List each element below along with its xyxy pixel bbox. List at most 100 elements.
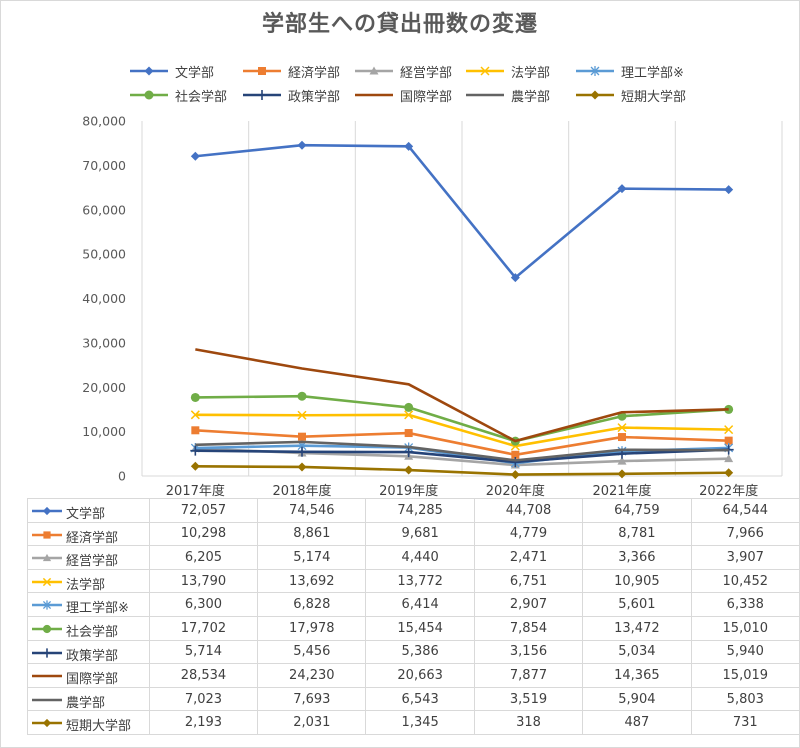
- table-cell: 13,772: [365, 568, 475, 594]
- x-tick-label: 2019年度: [379, 483, 438, 499]
- series-2: [191, 426, 733, 459]
- table-cell: 13,472: [582, 615, 692, 641]
- table-cell: 7,966: [690, 521, 800, 547]
- table-cell: 4,440: [365, 545, 475, 570]
- legend-swatch: [576, 90, 614, 100]
- legend-swatch: [466, 66, 504, 76]
- row-header: 経済学部: [27, 521, 150, 547]
- legend-label: 法学部: [511, 66, 551, 81]
- legend-label: 社会学部: [175, 90, 228, 105]
- row-swatch: [32, 624, 62, 634]
- series-7: [190, 444, 734, 467]
- table-cell: 7,023: [148, 686, 259, 712]
- table-cell: 13,790: [148, 568, 259, 594]
- row-label: 理工学部※: [66, 601, 129, 617]
- series-line: [195, 448, 729, 464]
- legend-label: 短期大学部: [621, 90, 687, 105]
- x-tick-label: 2017年度: [166, 483, 225, 499]
- y-tick-label: 50,000: [82, 247, 126, 262]
- table-cell: 2,471: [473, 545, 584, 570]
- chart-title: 学部生への貸出冊数の変遷: [261, 12, 538, 37]
- table-cell: 15,019: [690, 663, 800, 688]
- legend-label: 農学部: [511, 90, 551, 105]
- data-point: [298, 432, 306, 441]
- data-point: [297, 462, 307, 472]
- data-point: [404, 402, 414, 412]
- table-row: 短期大学部 2,193 2,031 1,345 318 487 731: [27, 710, 800, 735]
- data-point: [724, 425, 734, 435]
- legend-swatch: [130, 90, 168, 100]
- legend-swatch: [355, 66, 393, 75]
- series-line: [195, 440, 729, 462]
- row-label: 経済学部: [66, 530, 119, 546]
- table-cell: 9,681: [365, 521, 475, 547]
- table-cell: 3,519: [473, 686, 584, 712]
- table-cell: 6,300: [148, 592, 259, 617]
- table-cell: 5,456: [257, 639, 367, 665]
- table-cell: 5,386: [365, 639, 475, 665]
- table-cell: 10,905: [582, 568, 692, 594]
- table-cell: 7,877: [473, 663, 584, 688]
- series-line: [195, 348, 729, 443]
- data-point: [297, 446, 307, 457]
- legend-swatch: [355, 93, 393, 97]
- legend-label: 理工学部※: [621, 66, 684, 81]
- legend-label: 政策学部: [288, 90, 341, 105]
- table-cell: 5,174: [257, 545, 367, 570]
- table-cell: 8,781: [582, 521, 692, 547]
- data-point: [404, 410, 414, 420]
- table-row: 農学部 7,023 7,693 6,543 3,519 5,904 5,803: [27, 686, 800, 712]
- legend-swatch: [466, 93, 504, 97]
- y-tick-label: 60,000: [82, 202, 126, 217]
- series-4: [190, 410, 734, 451]
- data-point: [190, 410, 200, 420]
- data-point: [618, 433, 626, 442]
- table-cell: 1,345: [365, 710, 475, 735]
- table-row: 経済学部 10,298 8,861 9,681 4,779 8,781 7,966: [27, 521, 800, 547]
- series-line: [195, 429, 729, 457]
- table-cell: 17,978: [257, 615, 367, 641]
- table-cell: 6,205: [148, 545, 259, 570]
- x-tick-label: 2018年度: [272, 483, 331, 499]
- table-cell: 24,230: [257, 663, 367, 688]
- table-cell: 3,156: [473, 639, 584, 665]
- table-cell: 4,779: [473, 521, 584, 547]
- x-tick-label: 2022年度: [699, 483, 758, 499]
- table-cell: 15,010: [690, 615, 800, 641]
- row-header: 法学部: [27, 568, 150, 594]
- table-cell: 5,601: [582, 592, 692, 617]
- table-cell: 2,907: [473, 592, 584, 617]
- data-point: [190, 392, 200, 402]
- table-cell: 8,861: [257, 521, 367, 547]
- table-cell: 5,714: [148, 639, 259, 665]
- data-point: [190, 461, 200, 471]
- x-tick-label: 2020年度: [486, 483, 545, 499]
- legend-label: 経済学部: [288, 66, 341, 81]
- table-cell: 487: [582, 710, 692, 735]
- legend-label: 文学部: [175, 66, 215, 81]
- table-cell: 6,338: [690, 592, 800, 617]
- table-cell: 14,365: [582, 663, 692, 688]
- table-cell: 7,693: [257, 686, 367, 712]
- y-tick-label: 30,000: [82, 335, 126, 350]
- row-label: 国際学部: [66, 672, 119, 688]
- y-tick-label: 70,000: [82, 158, 126, 173]
- y-tick-label: 0: [118, 469, 126, 484]
- row-swatch: [32, 506, 62, 516]
- row-label: 文学部: [66, 507, 106, 522]
- table-cell: 7,854: [473, 615, 584, 641]
- table-row: 国際学部 28,534 24,230 20,663 7,877 14,365 15,019: [27, 663, 800, 688]
- x-tick-label: 2021年度: [592, 483, 651, 499]
- legend-swatch: [243, 90, 281, 100]
- y-tick-label: 40,000: [82, 291, 126, 306]
- legend-swatch: [130, 66, 168, 76]
- row-swatch: [32, 530, 62, 539]
- table-cell: 10,298: [148, 521, 259, 547]
- series-line: [195, 413, 729, 448]
- data-point: [724, 468, 734, 478]
- y-tick-label: 20,000: [82, 380, 126, 395]
- data-point: [511, 450, 520, 459]
- row-label: 社会学部: [66, 624, 119, 640]
- legend-label: 国際学部: [400, 90, 453, 105]
- table-cell: 20,663: [365, 663, 475, 688]
